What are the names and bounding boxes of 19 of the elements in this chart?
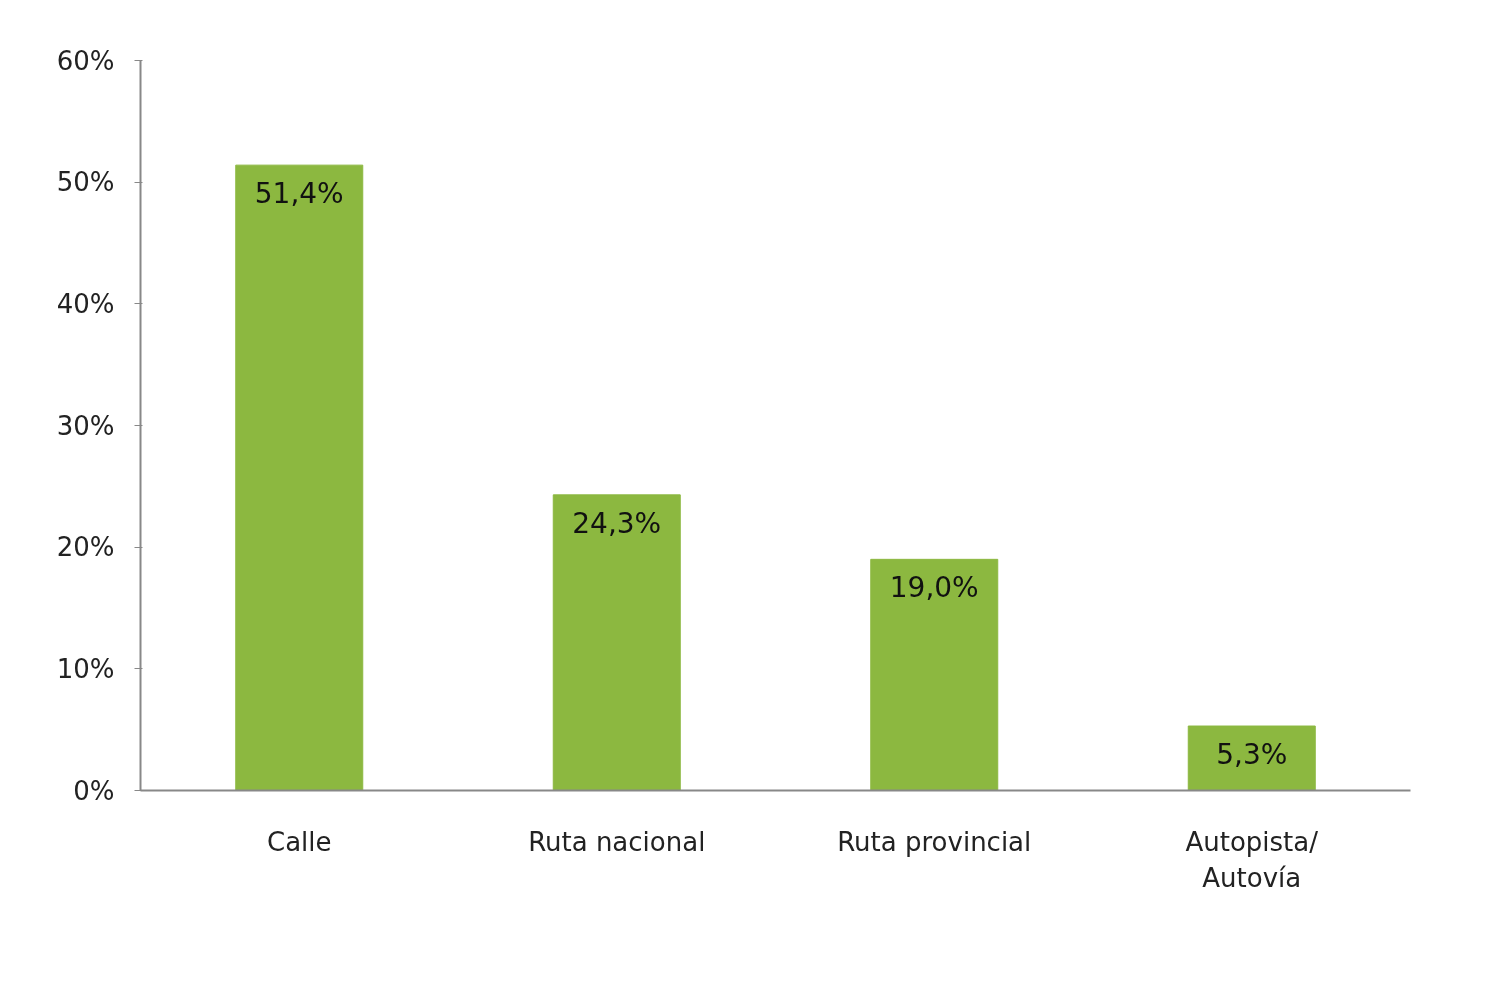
y-tick-label: 50% <box>56 167 115 198</box>
y-tick-label: 20% <box>56 532 115 563</box>
data-label: 5,3% <box>1216 738 1288 772</box>
data-label: 19,0% <box>889 571 979 605</box>
y-tick-label: 10% <box>56 653 115 684</box>
y-tick-label: 40% <box>56 288 115 319</box>
y-tick-label: 30% <box>56 410 115 441</box>
x-tick-label: Ruta provincial <box>837 826 1032 857</box>
bar <box>552 494 681 791</box>
bar <box>1187 725 1316 791</box>
x-tick-label: Autopista/ Autovía <box>1185 826 1319 893</box>
data-label: 24,3% <box>572 506 662 540</box>
bar <box>235 164 364 791</box>
data-label: 51,4% <box>254 177 344 211</box>
x-tick-label: Calle <box>266 826 332 857</box>
y-tick-label: 60% <box>56 45 115 76</box>
y-tick-label: 0% <box>73 775 115 806</box>
x-tick-label: Ruta nacional <box>528 826 706 857</box>
bar <box>870 558 999 791</box>
